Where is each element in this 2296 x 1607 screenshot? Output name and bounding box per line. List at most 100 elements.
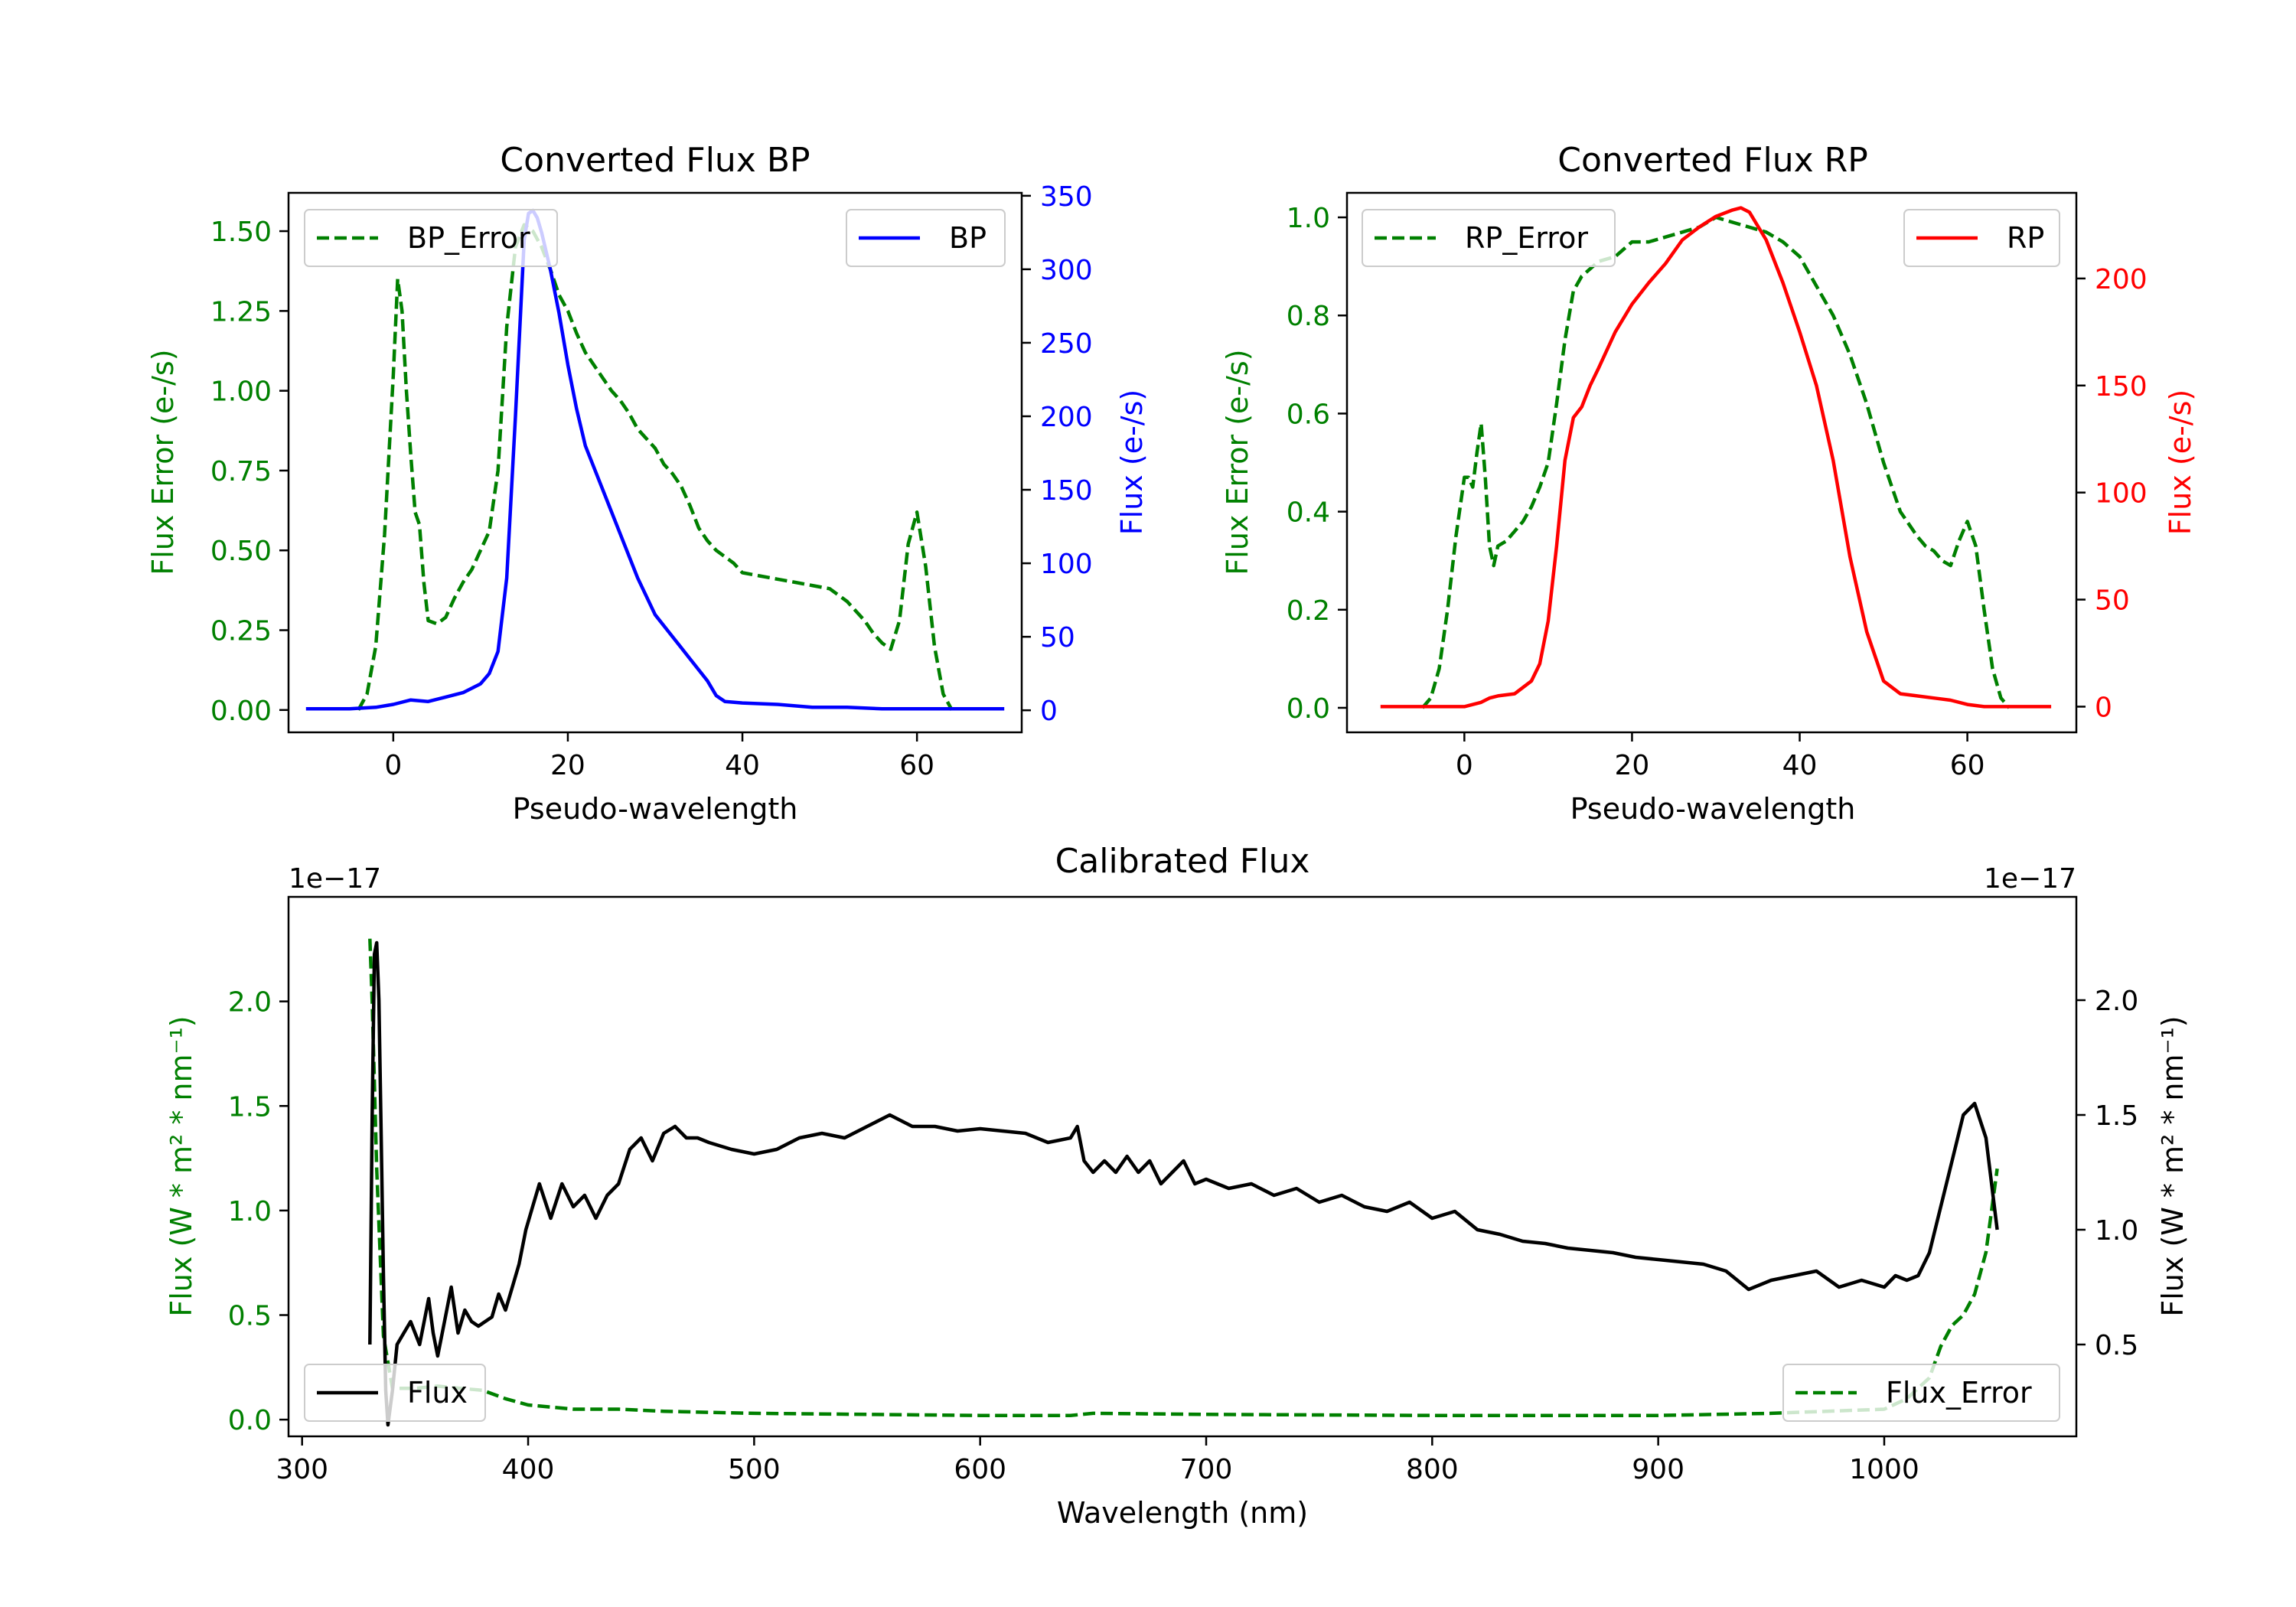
chart-rp-y-right-tick-label: 0 bbox=[2095, 692, 2112, 723]
chart-cal-legend-right-label: Flux_Error bbox=[1886, 1376, 2032, 1410]
chart-bp-y-right-tick-label: 0 bbox=[1040, 696, 1058, 727]
chart-cal-x-tick-label: 1000 bbox=[1849, 1454, 1919, 1485]
chart-bp-plot-area bbox=[305, 208, 1005, 711]
chart-cal-x-tick-label: 400 bbox=[502, 1454, 555, 1485]
chart-cal-y-label-right: Flux (W * m² * nm⁻¹) bbox=[2156, 1015, 2190, 1316]
chart-bp-y-left-tick-label: 0.25 bbox=[210, 616, 272, 647]
chart-cal-y-right-tick-label: 1.0 bbox=[2095, 1215, 2138, 1247]
chart-cal-x-tick-label: 700 bbox=[1180, 1454, 1233, 1485]
chart-bp-legend-left-box bbox=[304, 209, 558, 267]
chart-bp-y-left-tick-label: 1.25 bbox=[210, 296, 272, 328]
chart-rp-y-ticks-right: 0 50 100 150 200 bbox=[2076, 264, 2148, 723]
chart-cal-offset-right: 1e−17 bbox=[1984, 863, 2076, 895]
chart-bp-frame bbox=[287, 191, 1023, 734]
chart-cal-y-left-tick-label: 1.5 bbox=[228, 1091, 272, 1123]
chart-cal-x-tick-label: 300 bbox=[276, 1454, 328, 1485]
chart-cal-offset-left: 1e−17 bbox=[289, 863, 381, 895]
chart-cal-series-flux bbox=[368, 940, 1999, 1427]
chart-rp-legend-left-label: RP_Error bbox=[1465, 221, 1588, 255]
chart-cal-y-ticks-left: 0.0 0.5 1.0 1.5 2.0 bbox=[228, 987, 289, 1436]
chart-bp-y-left-tick-label: 0.75 bbox=[210, 456, 272, 487]
chart-cal-x-tick-label: 500 bbox=[728, 1454, 781, 1485]
chart-cal-legend-right: Flux_Error bbox=[1782, 1364, 2060, 1422]
chart-rp-x-tick-label: 0 bbox=[1456, 750, 1473, 781]
chart-cal: Calibrated Flux 1e−17 1e−17 300 400 500 600… bbox=[165, 842, 2190, 1530]
chart-bp-x-ticks: 0 20 40 60 bbox=[384, 732, 934, 781]
chart-cal-y-left-tick-label: 0.0 bbox=[228, 1405, 272, 1436]
chart-rp-y-right-tick-label: 50 bbox=[2095, 585, 2130, 617]
chart-bp-x-tick-label: 20 bbox=[550, 750, 585, 781]
chart-bp-y-right-tick-label: 50 bbox=[1040, 622, 1075, 654]
chart-bp-y-right-tick-label: 100 bbox=[1040, 549, 1093, 580]
chart-rp-legend-right-box bbox=[1903, 209, 2060, 267]
chart-bp-y-right-tick-label: 150 bbox=[1040, 475, 1093, 507]
chart-bp-x-tick-label: 60 bbox=[899, 750, 934, 781]
chart-bp-y-label-left: Flux Error (e-/s) bbox=[146, 349, 180, 575]
chart-rp: Converted Flux RP 0 20 40 60 0.00.20.40.60.… bbox=[1221, 141, 2197, 826]
chart-cal-x-tick-label: 900 bbox=[1632, 1454, 1684, 1485]
chart-rp-y-ticks-left: 0.0 0.2 0.4 0.6 0.8 1.0 bbox=[1287, 203, 1347, 725]
chart-cal-y-label-left: Flux (W * m² * nm⁻¹) bbox=[165, 1015, 198, 1316]
chart-rp-legend-left: RP_Error bbox=[1362, 209, 1616, 267]
chart-rp-x-ticks: 0 20 40 60 bbox=[1456, 732, 1985, 781]
chart-rp-y-label-left: Flux Error (e-/s) bbox=[1221, 349, 1254, 575]
chart-cal-y-left-tick-label: 2.0 bbox=[228, 987, 272, 1019]
chart-rp-legend-right: RP bbox=[1903, 209, 2060, 267]
chart-bp-y-right-tick-label: 300 bbox=[1040, 255, 1093, 286]
chart-bp-y-left-tick-label: 0.50 bbox=[210, 536, 272, 567]
chart-bp-series-bp-error bbox=[357, 223, 954, 711]
chart-cal-frame bbox=[287, 895, 2078, 1438]
chart-bp-legend-right-label: BP bbox=[949, 221, 987, 255]
chart-bp-title: Converted Flux BP bbox=[500, 141, 810, 180]
chart-bp-y-right-tick-label: 200 bbox=[1040, 402, 1093, 433]
chart-bp-series-bp bbox=[305, 208, 1005, 711]
chart-cal-title: Calibrated Flux bbox=[1055, 842, 1310, 881]
chart-rp-legend-left-box bbox=[1362, 209, 1616, 267]
chart-cal-y-ticks-right: 0.5 1.0 1.5 2.0 bbox=[2076, 986, 2138, 1361]
chart-rp-series-rp-error bbox=[1420, 215, 2011, 709]
chart-rp-title: Converted Flux RP bbox=[1557, 141, 1868, 180]
chart-rp-y-left-tick-label: 0.8 bbox=[1287, 301, 1330, 332]
chart-bp-y-label-right: Flux (e-/s) bbox=[1115, 390, 1149, 535]
chart-cal-legend-right-box bbox=[1782, 1364, 2060, 1422]
chart-rp-y-left-tick-label: 1.0 bbox=[1287, 203, 1330, 234]
chart-bp-y-ticks-left: 0.00 0.25 0.50 0.75 1.00 1.25 1.50 bbox=[210, 217, 289, 727]
chart-cal-plot-area bbox=[368, 938, 1999, 1427]
chart-bp-y-left-tick-label: 0.00 bbox=[210, 696, 272, 727]
chart-cal-series-flux-error bbox=[368, 938, 1999, 1417]
chart-rp-frame bbox=[1345, 191, 2078, 734]
chart-rp-y-right-tick-label: 100 bbox=[2095, 478, 2148, 510]
chart-rp-x-tick-label: 20 bbox=[1615, 750, 1650, 781]
chart-bp-x-label: Pseudo-wavelength bbox=[513, 792, 798, 826]
chart-bp-legend-right-box bbox=[846, 209, 1006, 267]
chart-rp-series-rp bbox=[1380, 206, 2052, 709]
chart-rp-y-left-tick-label: 0.6 bbox=[1287, 399, 1330, 430]
chart-bp-legend-right: BP bbox=[846, 209, 1006, 267]
chart-bp: Converted Flux BP 0 20 40 60 0.00 0.25 0.50 0.… bbox=[146, 141, 1149, 826]
chart-rp-y-left-tick-label: 0.0 bbox=[1287, 693, 1330, 725]
chart-cal-legend-left-label: Flux bbox=[407, 1376, 468, 1410]
chart-rp-x-label: Pseudo-wavelength bbox=[1570, 792, 1856, 826]
chart-rp-x-tick-label: 40 bbox=[1782, 750, 1818, 781]
chart-bp-legend-left: BP_Error bbox=[304, 209, 558, 267]
chart-cal-x-tick-label: 600 bbox=[954, 1454, 1006, 1485]
chart-cal-y-right-tick-label: 0.5 bbox=[2095, 1330, 2138, 1361]
chart-cal-x-ticks: 300 400 500 600 700 800 900 1000 bbox=[276, 1436, 1919, 1485]
chart-cal-legend-left: Flux bbox=[304, 1364, 486, 1422]
chart-bp-legend-left-label: BP_Error bbox=[407, 221, 530, 255]
chart-rp-y-right-tick-label: 200 bbox=[2095, 264, 2148, 295]
chart-cal-x-label: Wavelength (nm) bbox=[1057, 1496, 1308, 1530]
chart-rp-y-right-tick-label: 150 bbox=[2095, 371, 2148, 403]
chart-bp-y-right-tick-label: 350 bbox=[1040, 181, 1093, 213]
chart-rp-y-label-right: Flux (e-/s) bbox=[2164, 390, 2197, 535]
chart-cal-legend-left-box bbox=[304, 1364, 486, 1422]
chart-bp-y-left-tick-label: 1.00 bbox=[210, 376, 272, 408]
chart-cal-y-right-tick-label: 1.5 bbox=[2095, 1100, 2138, 1132]
chart-rp-y-left-tick-label: 0.4 bbox=[1287, 497, 1330, 529]
chart-bp-x-tick-label: 40 bbox=[725, 750, 760, 781]
chart-cal-y-left-tick-label: 0.5 bbox=[228, 1301, 272, 1332]
chart-rp-x-tick-label: 60 bbox=[1950, 750, 1985, 781]
chart-cal-x-tick-label: 800 bbox=[1406, 1454, 1459, 1485]
chart-rp-legend-right-label: RP bbox=[2007, 221, 2044, 255]
